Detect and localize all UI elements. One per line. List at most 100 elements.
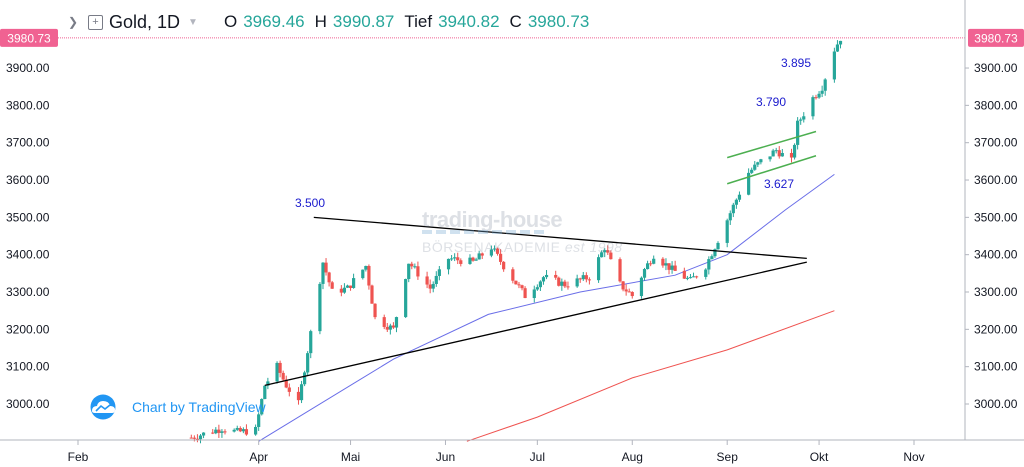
price-tag-right [968,28,1024,47]
candle-body [691,276,696,278]
candle-body [263,385,267,400]
candle-body [670,265,674,270]
candle-body [541,277,546,282]
symbol-label[interactable]: Gold, 1D [109,11,181,32]
candle-body [587,279,591,281]
candle-body [431,283,435,289]
candle-body [600,252,604,258]
candle-body [796,120,800,145]
high-label: H [314,12,327,31]
candle-body [557,277,561,286]
candle-body [201,432,206,436]
candle-body [817,93,821,98]
candle-body [661,258,665,266]
candle-body [324,262,328,273]
candle-body [453,257,457,259]
candle-body [502,261,506,270]
candle-body [554,274,558,278]
candle-body [645,263,650,270]
candle-body [364,265,368,270]
candle-body [211,432,215,434]
candle-body [814,97,818,99]
candle-body [578,278,582,280]
candle-body [603,250,607,253]
y-tick-label-right-3400: 3400.00 [974,248,1018,262]
candle-body [777,150,781,157]
candle-body [609,252,613,260]
candle-body [348,285,353,288]
candle-body [370,285,374,304]
candle-body [244,429,249,435]
candle-body [257,414,261,427]
candle-body [713,249,717,257]
candle-body [596,257,601,281]
candle-body [495,248,500,254]
candle-body [318,283,322,332]
candle-body [575,278,579,287]
candle-body [811,97,815,117]
annotation-3895: 3.895 [781,56,812,70]
cloud-icon [90,394,116,420]
x-tick-label-apr: Apr [249,450,268,464]
high-value: 3990.87 [332,12,395,31]
candle-body [780,152,784,157]
tradingview-badge[interactable]: Chart by TradingView [84,394,266,420]
candle-body [820,90,824,94]
candle-body [446,258,451,270]
candle-body [281,372,285,380]
price-tag-right-text: 3980.73 [974,31,1018,45]
candle-body [434,275,438,284]
y-tick-label-right-3200: 3200.00 [974,322,1018,336]
candle-body [373,303,377,318]
candle-body [823,79,827,91]
candle-body [266,381,270,386]
open-value: 3969.46 [243,12,305,31]
y-tick-label-right-3700: 3700.00 [974,136,1018,150]
candle-body [535,287,539,290]
symbol-dropdown-icon[interactable]: ▼ [188,16,198,28]
candle-body [584,275,588,280]
x-tick-label-okt: Okt [810,450,829,464]
y-tick-label-left-3600: 3600.00 [6,173,50,187]
candle-body [232,429,236,432]
candle-body [474,259,478,261]
y-tick-label-left-3900: 3900.00 [6,61,50,75]
candle-body [664,263,668,266]
x-tick-label-jul: Jul [530,450,545,464]
x-tick-label-sep: Sep [717,450,739,464]
candle-body [459,260,463,264]
candle-body [388,325,392,330]
candle-body [624,289,628,292]
candle-body [260,399,264,415]
drawing-channel-lower [726,155,817,185]
drawing-channel-upper [726,130,817,159]
drawing-triangle-upper [313,216,807,260]
candles [189,40,843,444]
candle-body [189,437,193,439]
candle-body [728,213,732,221]
candle-body [220,431,224,433]
candle-body [685,277,689,279]
candle-body [532,289,536,299]
candle-body [303,372,307,385]
annotation-3627: 3.627 [764,177,795,191]
candle-body [198,435,203,440]
candle-body [737,194,742,200]
candle-body [394,317,399,328]
annotation-3790: 3.790 [756,95,787,109]
candle-body [195,438,200,440]
candle-body [694,276,699,278]
candle-body [275,362,279,382]
candle-body [345,285,350,288]
candle-body [468,257,472,264]
low-value: 3940.82 [438,12,500,31]
moving-average-blue [258,173,835,442]
candle-body [449,258,454,260]
candle-body [391,325,396,328]
collapse-chevron-icon[interactable]: ❯ [68,15,79,29]
y-tick-label-right-3500: 3500.00 [974,210,1018,224]
candle-body [544,274,549,278]
compare-plus-icon[interactable]: + [88,14,103,30]
